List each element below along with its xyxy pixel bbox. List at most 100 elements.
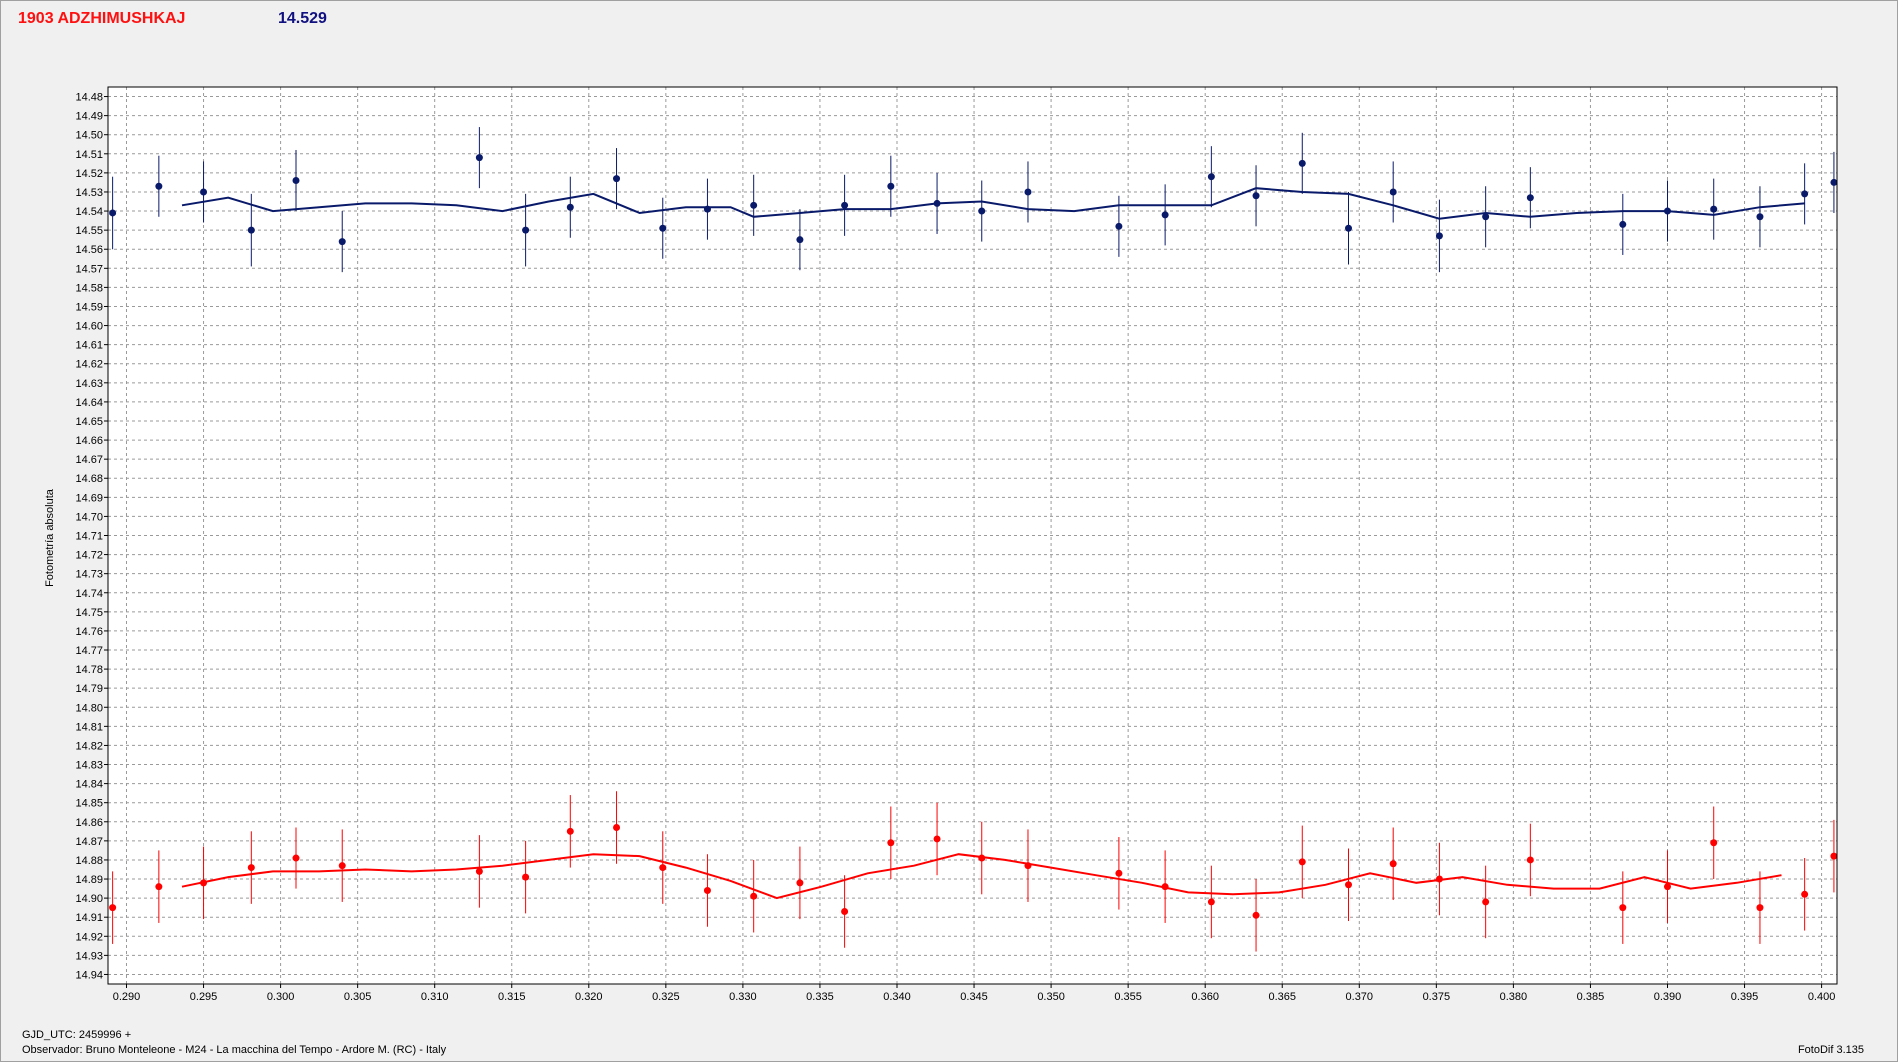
data-point	[1389, 860, 1397, 868]
data-point	[1298, 159, 1306, 167]
data-point	[1830, 852, 1838, 860]
object-magnitude-title: 14.529	[278, 10, 327, 27]
data-point	[1663, 883, 1671, 891]
y-tick-label: 14.65	[75, 416, 103, 428]
x-tick-label: 0.300	[267, 991, 295, 1003]
data-point	[292, 854, 300, 862]
data-point	[109, 209, 117, 217]
y-tick-label: 14.49	[75, 111, 103, 123]
version-label: FotoDif 3.135	[1797, 1044, 1864, 1056]
data-point	[613, 824, 621, 832]
x-tick-label: 0.320	[575, 991, 603, 1003]
x-tick-label: 0.290	[113, 991, 141, 1003]
data-point	[1710, 839, 1718, 847]
data-point	[1298, 858, 1306, 866]
y-tick-label: 14.90	[75, 893, 103, 905]
data-point	[1024, 862, 1032, 870]
data-point	[1619, 904, 1627, 912]
data-point	[933, 835, 941, 843]
y-tick-label: 14.92	[75, 931, 103, 943]
y-tick-label: 14.70	[75, 511, 103, 523]
data-point	[566, 203, 574, 211]
data-point	[933, 199, 941, 207]
data-point	[613, 175, 621, 183]
x-tick-label: 0.335	[806, 991, 834, 1003]
y-tick-label: 14.84	[75, 779, 103, 791]
data-point	[841, 201, 849, 209]
x-tick-label: 0.390	[1654, 991, 1682, 1003]
y-tick-label: 14.71	[75, 531, 103, 543]
data-point	[841, 907, 849, 915]
y-tick-label: 14.82	[75, 740, 103, 752]
y-tick-label: 14.77	[75, 645, 103, 657]
data-point	[200, 188, 208, 196]
y-tick-label: 14.94	[75, 969, 103, 981]
y-tick-label: 14.60	[75, 321, 103, 333]
y-tick-label: 14.51	[75, 149, 103, 161]
data-point	[978, 207, 986, 215]
x-tick-label: 0.310	[421, 991, 449, 1003]
plot-border	[107, 86, 1838, 985]
y-tick-label: 14.87	[75, 836, 103, 848]
data-point	[1663, 207, 1671, 215]
y-tick-label: 14.67	[75, 454, 103, 466]
y-tick-label: 14.64	[75, 397, 103, 409]
data-point	[338, 238, 346, 246]
data-point	[1482, 898, 1490, 906]
data-point	[247, 864, 255, 872]
x-axis-ticks: 0.290 0.295 0.300 0.305 0.310 0.315 0.320 0.325…	[113, 984, 1836, 1003]
y-tick-label: 14.75	[75, 607, 103, 619]
y-axis-ticks: 14.48 14.49 14.50 14.51 14.52 14.53 14.54 14.55…	[75, 92, 108, 981]
data-point	[1619, 220, 1627, 228]
x-tick-label: 0.360	[1191, 991, 1219, 1003]
y-tick-label: 14.72	[75, 550, 103, 562]
data-point	[1252, 192, 1260, 200]
object-name-title: 1903 ADZHIMUSHKAJ	[18, 10, 186, 27]
data-point	[1526, 194, 1534, 202]
x-tick-label: 0.325	[652, 991, 680, 1003]
x-tick-label: 0.400	[1808, 991, 1836, 1003]
y-tick-label: 14.85	[75, 798, 103, 810]
data-point	[1389, 188, 1397, 196]
y-tick-label: 14.66	[75, 435, 103, 447]
data-point	[1161, 883, 1169, 891]
y-tick-label: 14.62	[75, 359, 103, 371]
data-point	[247, 226, 255, 234]
data-point	[475, 154, 483, 162]
series-1	[109, 127, 1838, 273]
data-point	[1710, 205, 1718, 213]
data-point	[750, 892, 758, 900]
data-point	[887, 839, 895, 847]
y-tick-label: 14.83	[75, 760, 103, 772]
data-point	[1345, 881, 1353, 889]
data-point	[1482, 213, 1490, 221]
data-point	[796, 236, 804, 244]
x-tick-label: 0.370	[1346, 991, 1374, 1003]
data-point	[796, 879, 804, 887]
data-point	[200, 879, 208, 887]
data-point	[659, 864, 667, 872]
x-tick-label: 0.365	[1268, 991, 1296, 1003]
observer-label: Observador: Bruno Monteleone - M24 - La …	[22, 1044, 447, 1056]
x-tick-label: 0.305	[344, 991, 372, 1003]
y-tick-label: 14.57	[75, 263, 103, 275]
data-point	[1345, 224, 1353, 232]
x-tick-label: 0.395	[1731, 991, 1759, 1003]
data-point	[522, 226, 530, 234]
y-tick-label: 14.56	[75, 244, 103, 256]
y-tick-label: 14.59	[75, 301, 103, 313]
y-tick-label: 14.76	[75, 626, 103, 638]
y-tick-label: 14.48	[75, 92, 103, 104]
data-point	[338, 862, 346, 870]
x-tick-label: 0.330	[729, 991, 757, 1003]
y-tick-label: 14.73	[75, 569, 103, 581]
gjd-label: GJD_UTC: 2459996 +	[22, 1029, 132, 1041]
y-tick-label: 14.93	[75, 950, 103, 962]
y-tick-label: 14.50	[75, 130, 103, 142]
x-tick-label: 0.375	[1423, 991, 1451, 1003]
data-point	[1756, 213, 1764, 221]
data-point	[1801, 890, 1809, 898]
data-point	[1252, 911, 1260, 919]
data-point	[292, 177, 300, 185]
